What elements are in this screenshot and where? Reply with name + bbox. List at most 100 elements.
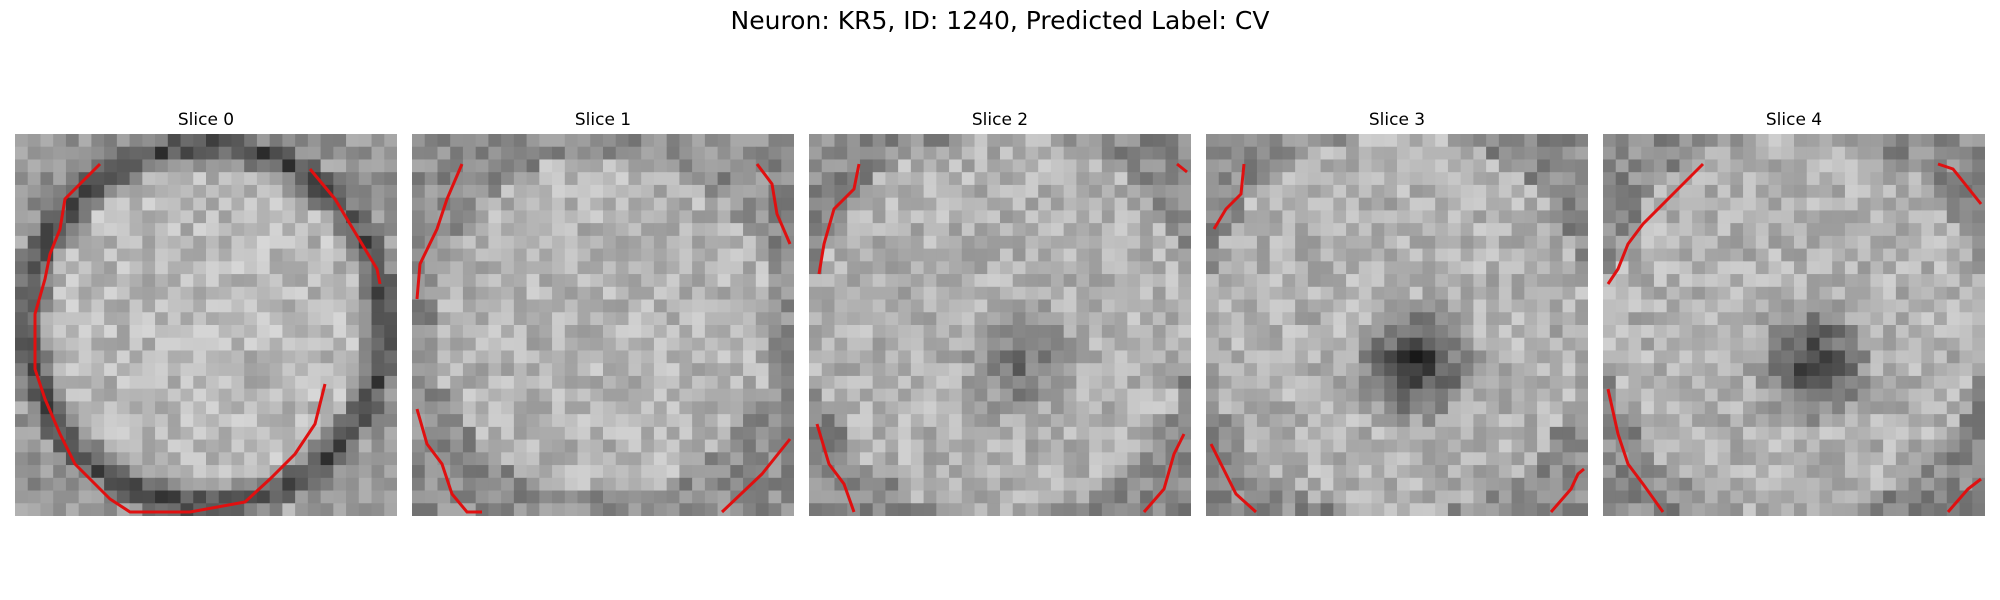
pixel (15, 197, 29, 211)
pixel (1025, 439, 1039, 453)
pixel (1025, 477, 1039, 492)
pixel (1511, 388, 1525, 402)
pixel (129, 375, 143, 390)
pixel (717, 146, 731, 160)
pixel (1231, 388, 1245, 402)
pixel (1615, 490, 1629, 504)
pixel (1282, 210, 1296, 224)
pixel (1921, 286, 1935, 301)
pixel (1730, 337, 1744, 351)
pixel (206, 350, 220, 364)
pixel (155, 465, 169, 479)
pixel (155, 490, 169, 504)
pixel (1256, 159, 1271, 173)
pixel (949, 274, 963, 288)
pixel (847, 261, 861, 275)
pixel (167, 210, 182, 224)
pixel (910, 375, 925, 390)
pixel (78, 350, 92, 364)
pixel (450, 439, 464, 453)
pixel (539, 223, 553, 237)
pixel (513, 184, 528, 199)
pixel (412, 159, 426, 173)
pixel (116, 350, 131, 364)
pixel (923, 172, 937, 186)
pixel (384, 223, 397, 237)
pixel (513, 401, 528, 415)
pixel (1819, 452, 1833, 466)
pixel (1832, 235, 1846, 250)
pixel (1844, 172, 1859, 186)
pixel (104, 350, 118, 364)
pixel (91, 248, 105, 262)
pixel (1486, 261, 1500, 275)
pixel (1934, 452, 1948, 466)
pixel (1511, 210, 1525, 224)
pixel (1511, 248, 1525, 262)
pixel (1562, 337, 1576, 351)
pixel (1743, 337, 1757, 351)
pixel (552, 337, 566, 351)
pixel (1717, 146, 1731, 160)
pixel (412, 401, 426, 415)
pixel (526, 184, 540, 199)
pixel (1307, 401, 1322, 415)
pixel (615, 184, 629, 199)
pixel (1218, 350, 1232, 364)
pixel (755, 299, 770, 313)
pixel (1295, 261, 1309, 275)
pixel (936, 299, 950, 313)
pixel (1422, 477, 1436, 492)
pixel (129, 299, 143, 313)
pixel (1959, 274, 1973, 288)
pixel (295, 490, 309, 504)
pixel (244, 299, 258, 313)
pixel (15, 503, 29, 516)
pixel (1908, 350, 1922, 364)
pixel (15, 172, 29, 186)
pixel (615, 325, 629, 339)
pixel (923, 248, 937, 262)
pixel (462, 248, 477, 262)
pixel (692, 172, 706, 186)
pixel (692, 503, 706, 516)
pixel (1946, 210, 1961, 224)
pixel (1152, 414, 1167, 428)
pixel (1755, 172, 1770, 186)
pixel (1549, 146, 1564, 160)
pixel (1063, 388, 1077, 402)
pixel (834, 325, 848, 339)
pixel (974, 452, 988, 466)
pixel (1038, 363, 1052, 377)
pixel (450, 452, 464, 466)
pixel (1575, 159, 1588, 173)
pixel (1819, 197, 1833, 211)
pixel (1320, 388, 1334, 402)
pixel (743, 248, 757, 262)
pixel (462, 465, 477, 479)
pixel (1140, 388, 1154, 402)
pixel (1704, 159, 1719, 173)
pixel (1562, 426, 1576, 441)
pixel (295, 503, 309, 516)
pixel (1269, 477, 1283, 492)
pixel (1473, 439, 1487, 453)
pixel (333, 159, 347, 173)
pixel (628, 146, 642, 160)
pixel (206, 286, 220, 301)
pixel (859, 210, 874, 224)
pixel (872, 439, 886, 453)
pixel (231, 159, 245, 173)
pixel (1692, 274, 1706, 288)
pixel (1025, 465, 1039, 479)
pixel (218, 452, 232, 466)
pixel (1063, 414, 1077, 428)
pixel (1895, 375, 1910, 390)
pixel (1346, 465, 1360, 479)
pixel (641, 172, 655, 186)
pixel (1959, 325, 1973, 339)
pixel (155, 286, 169, 301)
pixel (1063, 503, 1077, 516)
pixel (847, 452, 861, 466)
pixel (590, 312, 604, 326)
